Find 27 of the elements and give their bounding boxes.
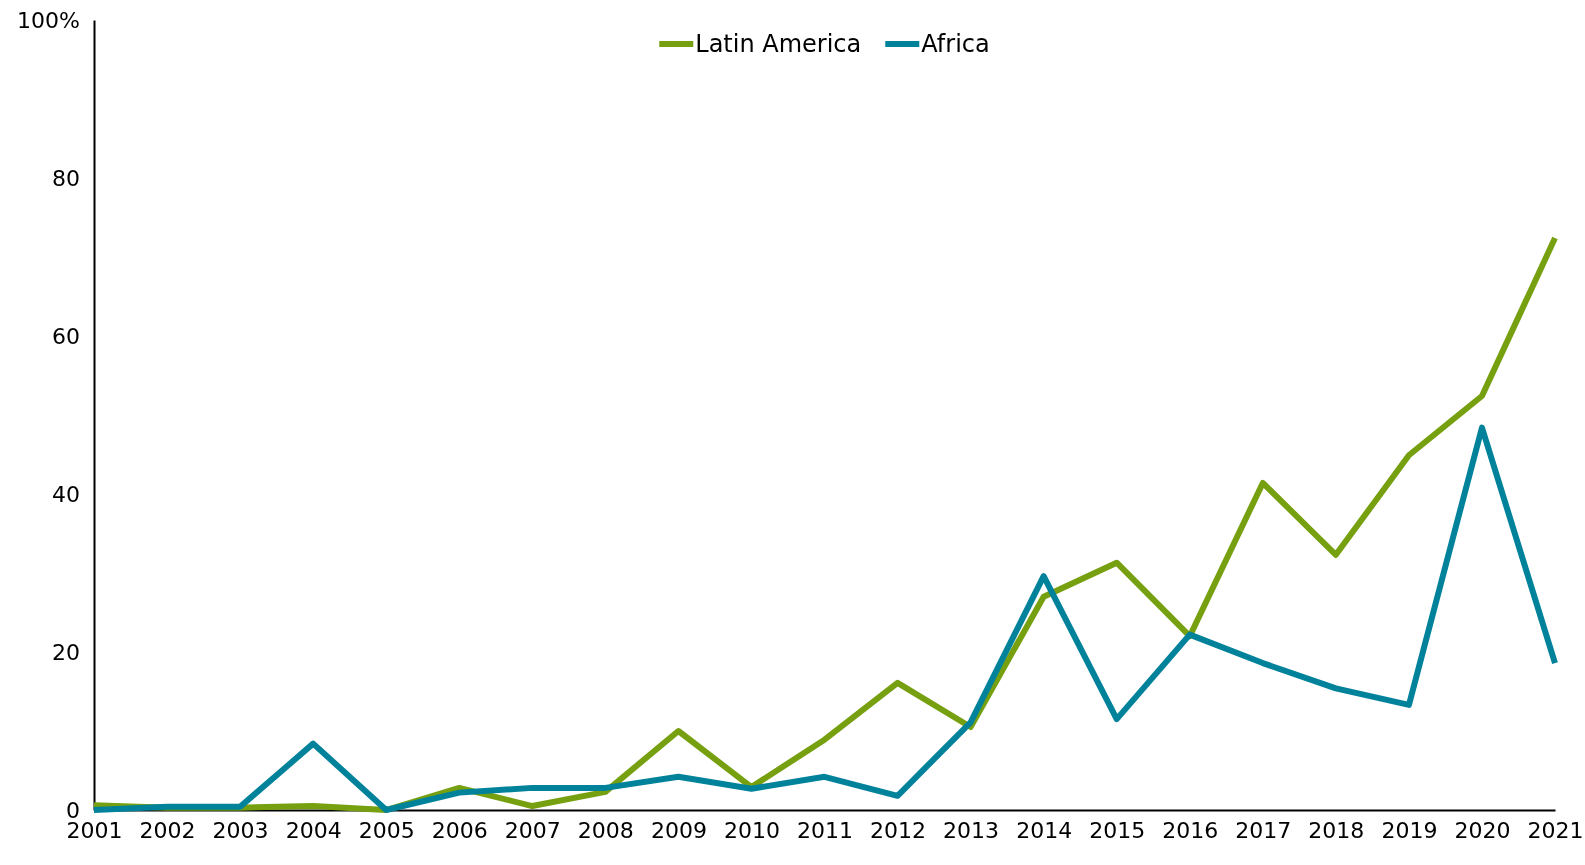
y-tick-label: 60: [52, 323, 80, 349]
x-tick-label: 2009: [650, 817, 707, 843]
y-tick-label: 40: [52, 481, 80, 507]
x-tick-label: 2010: [723, 817, 780, 843]
legend-label: Latin America: [695, 30, 862, 58]
x-tick-label: 2003: [212, 817, 269, 843]
x-tick-label: 2018: [1308, 817, 1365, 843]
x-tick-label: 2020: [1454, 817, 1511, 843]
x-tick-label: 2015: [1089, 817, 1146, 843]
x-tick-label: 2006: [431, 817, 488, 843]
x-tick-label: 2008: [577, 817, 634, 843]
x-tick-label: 2012: [870, 817, 927, 843]
x-tick-label: 2007: [504, 817, 561, 843]
x-tick-label: 2014: [1016, 817, 1073, 843]
y-tick-label: 100%: [17, 7, 80, 33]
x-tick-label: 2016: [1162, 817, 1219, 843]
y-tick-label: 80: [52, 165, 80, 191]
x-tick-label: 2013: [943, 817, 1000, 843]
x-tick-label: 2019: [1381, 817, 1438, 843]
x-tick-label: 2021: [1527, 817, 1584, 843]
legend-label: Africa: [921, 30, 990, 58]
x-tick-label: 2017: [1235, 817, 1292, 843]
x-tick-label: 2002: [139, 817, 196, 843]
x-tick-label: 2005: [358, 817, 415, 843]
y-tick-label: 20: [52, 639, 80, 665]
x-tick-label: 2004: [285, 817, 342, 843]
x-tick-label: 2011: [797, 817, 853, 843]
